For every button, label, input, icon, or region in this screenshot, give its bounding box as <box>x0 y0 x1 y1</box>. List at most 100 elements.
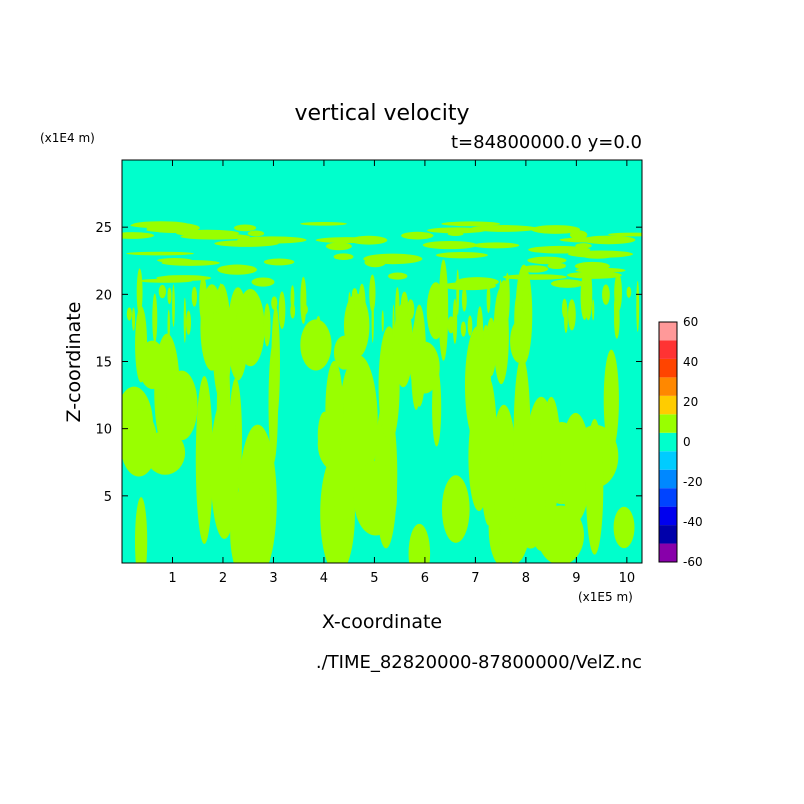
colorbar-frame <box>658 321 678 563</box>
x-tick-label: 7 <box>471 571 479 586</box>
chart-subtitle: t=84800000.0 y=0.0 <box>451 132 642 153</box>
positive-region <box>126 307 132 321</box>
colorbar-label: 60 <box>683 315 698 329</box>
positive-region <box>527 256 567 265</box>
positive-region <box>152 293 158 343</box>
positive-region <box>131 307 136 331</box>
positive-region <box>438 259 449 361</box>
positive-region <box>614 300 620 339</box>
positive-region <box>502 274 568 280</box>
positive-region <box>212 297 217 315</box>
positive-region <box>422 240 478 250</box>
positive-region <box>407 299 415 320</box>
positive-region <box>567 271 622 279</box>
positive-region <box>358 283 366 331</box>
positive-region <box>196 405 213 535</box>
positive-region <box>300 221 348 226</box>
y-axis-ticks: 5 10 15 20 25 <box>95 221 642 505</box>
x-tick-label: 3 <box>269 571 277 586</box>
positive-region <box>191 286 198 307</box>
positive-region <box>136 268 143 316</box>
positive-region <box>528 245 591 254</box>
positive-region <box>547 262 567 270</box>
positive-region <box>483 324 489 345</box>
colorbar-label: -60 <box>683 555 703 569</box>
positive-region <box>613 506 635 549</box>
x-unit-label: (x1E5 m) <box>578 590 633 604</box>
positive-region <box>521 265 549 273</box>
colorbar-swatch <box>659 322 677 341</box>
colorbar: -60 -40 -20 0 20 40 60 <box>658 315 703 569</box>
positive-region <box>603 349 619 451</box>
positive-region <box>165 370 198 441</box>
positive-region <box>585 418 604 555</box>
positive-region <box>351 288 358 301</box>
colorbar-swatch <box>659 469 677 489</box>
positive-region <box>325 360 344 462</box>
positive-region <box>493 287 509 385</box>
positive-region <box>608 232 642 237</box>
x-tick-label: 10 <box>619 571 636 586</box>
positive-region <box>135 306 148 383</box>
positive-region <box>300 319 332 371</box>
colorbar-swatch <box>659 543 677 562</box>
positive-region <box>392 304 395 355</box>
positive-region <box>316 315 321 332</box>
positive-region <box>569 230 588 240</box>
positive-region <box>408 523 431 563</box>
positive-region <box>263 258 295 266</box>
positive-region <box>381 361 396 442</box>
colorbar-swatch <box>659 506 677 526</box>
chart-title: vertical velocity <box>294 101 469 126</box>
positive-region <box>525 310 532 345</box>
positive-region <box>333 253 354 261</box>
positive-region <box>251 277 275 287</box>
positive-region <box>158 284 167 299</box>
positive-region <box>369 274 376 312</box>
positive-region <box>460 321 467 337</box>
positive-region <box>427 227 486 234</box>
positive-region <box>381 310 384 332</box>
positive-region <box>575 267 626 273</box>
positive-region <box>241 300 250 316</box>
colorbar-swatch <box>659 340 677 359</box>
positive-region <box>278 291 286 329</box>
positive-region <box>472 242 520 249</box>
positive-region <box>219 283 222 307</box>
positive-region <box>172 284 175 327</box>
x-tick-label: 5 <box>370 571 378 586</box>
positive-region <box>486 285 491 313</box>
positive-region <box>167 287 172 305</box>
colorbar-label: -40 <box>683 515 703 529</box>
positive-region <box>325 242 352 251</box>
y-tick-label: 25 <box>95 221 112 236</box>
positive-region <box>476 306 484 357</box>
y-unit-label: (x1E4 m) <box>40 131 95 145</box>
plot-area <box>121 159 643 564</box>
colorbar-swatch <box>659 525 677 544</box>
colorbar-swatch <box>659 358 677 378</box>
positive-region <box>290 285 295 311</box>
positive-region <box>156 275 212 281</box>
colorbar-label: -20 <box>683 475 703 489</box>
positive-region <box>580 273 589 320</box>
positive-region <box>560 412 591 522</box>
positive-region <box>186 310 191 335</box>
positive-region <box>333 335 355 370</box>
x-tick-label: 8 <box>522 571 530 586</box>
y-tick-label: 15 <box>95 356 112 371</box>
positive-region <box>395 287 400 331</box>
positive-region <box>499 279 503 323</box>
x-tick-label: 1 <box>168 571 176 586</box>
colorbar-swatch <box>659 432 677 452</box>
positive-region <box>568 299 576 331</box>
positive-region <box>441 221 501 227</box>
positive-region <box>591 299 595 321</box>
positive-region <box>122 232 155 239</box>
x-tick-label: 9 <box>572 571 580 586</box>
positive-velocity-regions <box>122 221 642 563</box>
colorbar-label: 0 <box>683 435 691 449</box>
y-tick-label: 10 <box>95 423 112 438</box>
positive-region <box>636 280 640 332</box>
